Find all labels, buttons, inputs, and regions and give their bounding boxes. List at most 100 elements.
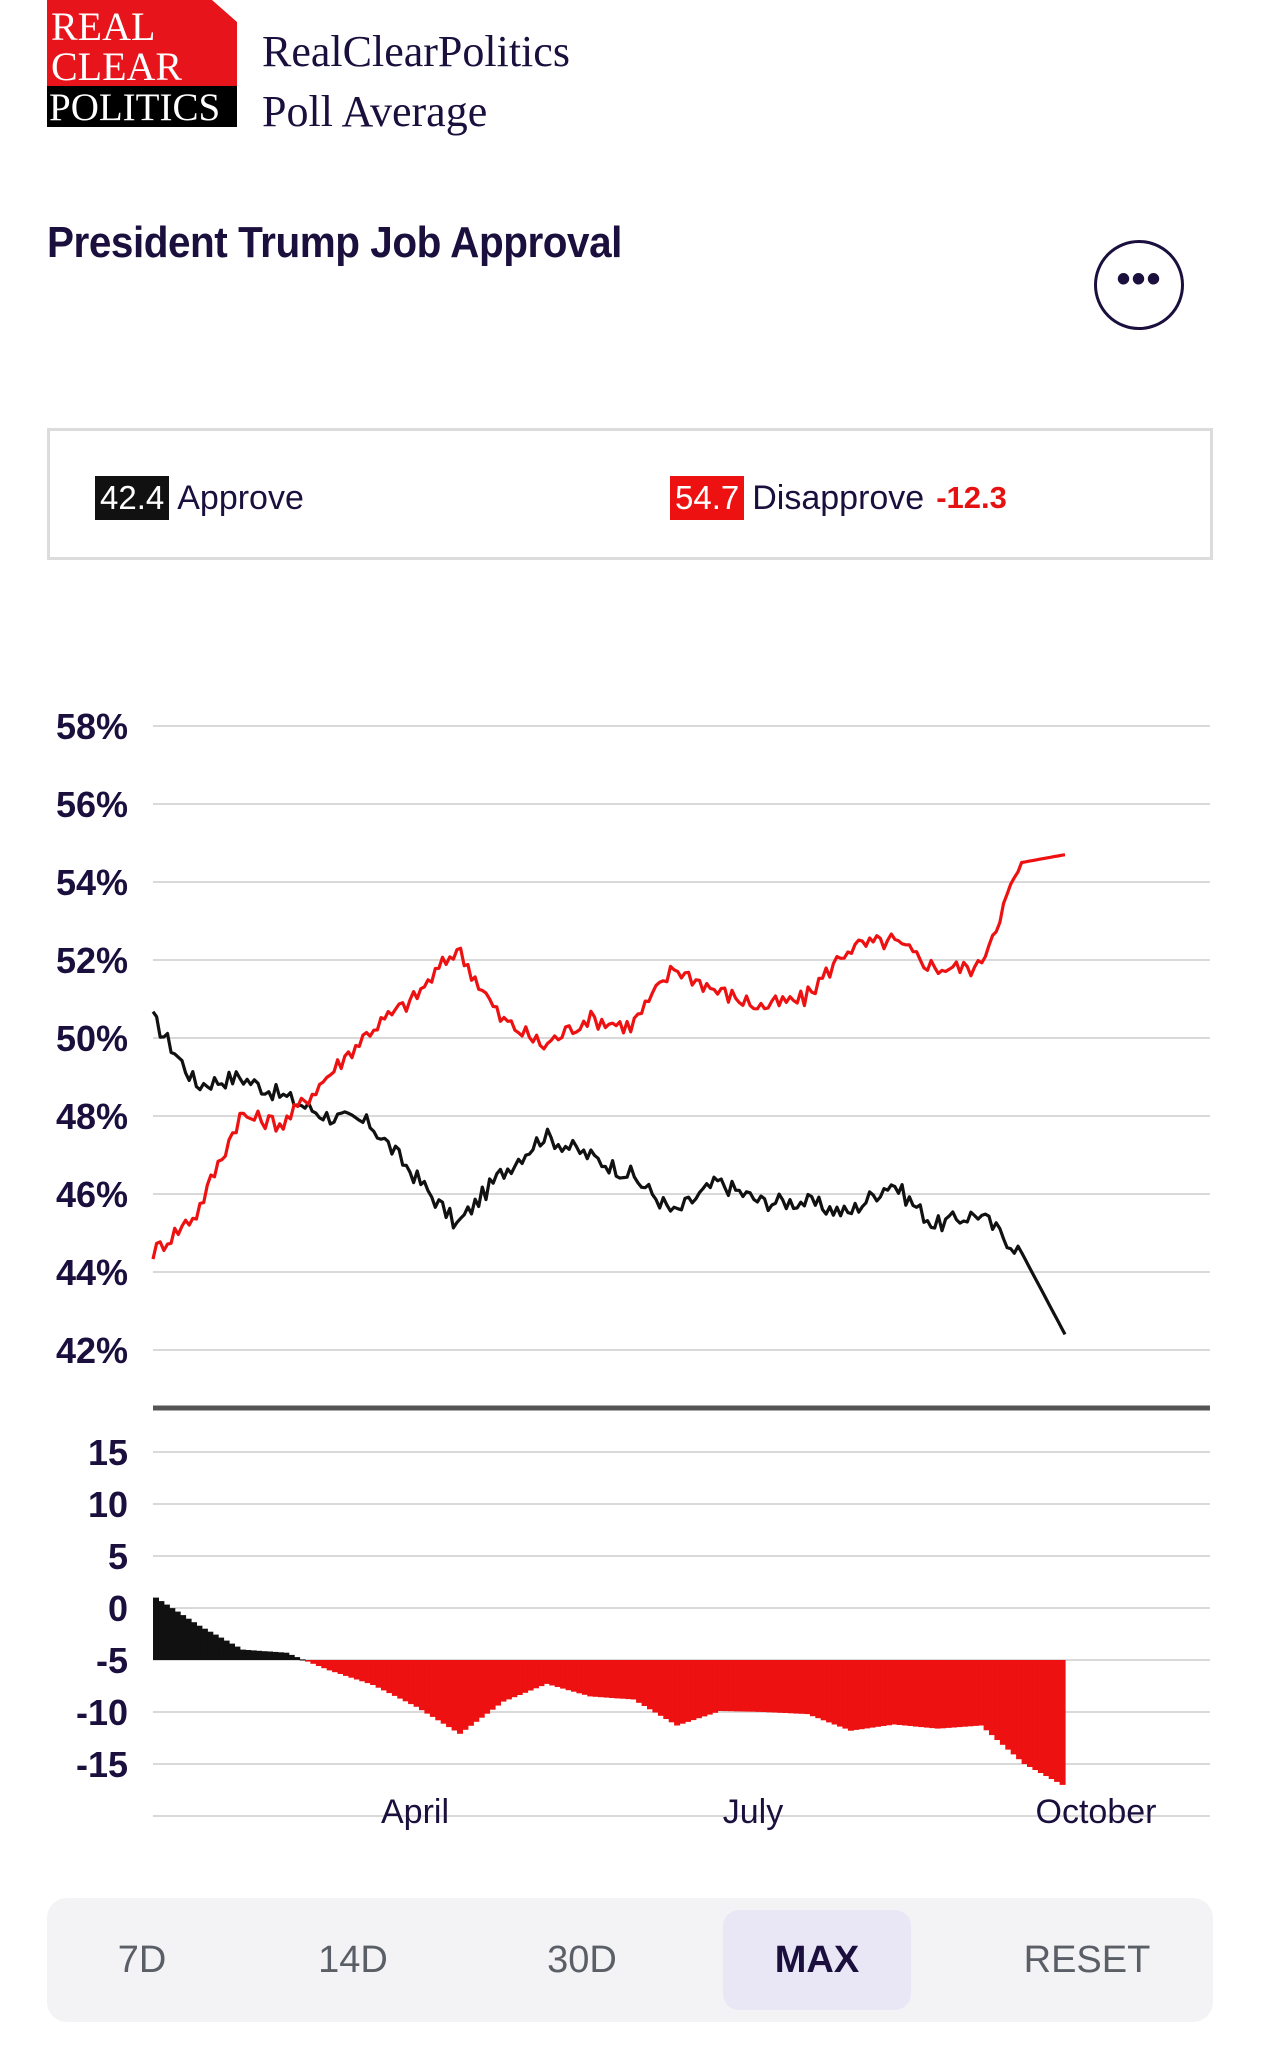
spread-bar: [983, 1660, 990, 1731]
spread-bar: [337, 1660, 344, 1674]
spread-bar: [695, 1660, 702, 1719]
spread-bar: [864, 1660, 871, 1729]
spread-bar: [923, 1660, 930, 1728]
spread-bar: [473, 1660, 480, 1722]
spread-bar: [576, 1660, 583, 1694]
spread-bar: [364, 1660, 371, 1684]
spread-bar: [1027, 1660, 1033, 1767]
range-7d-button[interactable]: 7D: [117, 1938, 167, 1981]
spread-bar: [592, 1660, 599, 1697]
spread-bar: [294, 1657, 301, 1660]
spread-bar: [397, 1660, 404, 1699]
spread-bar: [896, 1660, 903, 1725]
spread-bar: [201, 1628, 208, 1660]
rcp-logo[interactable]: REAL CLEAR POLITICS: [47, 0, 237, 127]
spread-bar: [153, 1597, 159, 1660]
spread-bar: [793, 1660, 800, 1714]
spread-bar: [858, 1660, 865, 1730]
more-options-button[interactable]: •••: [1094, 240, 1184, 330]
spread-bar: [685, 1660, 691, 1722]
spread-bar: [663, 1660, 670, 1719]
brand-name: RealClearPolitics Poll Average: [262, 22, 570, 142]
spread-bar: [478, 1660, 485, 1718]
spread-bar: [565, 1660, 572, 1691]
x-tick-label: October: [1036, 1793, 1157, 1831]
y-tick-label: 5: [108, 1536, 128, 1577]
spread-bar: [321, 1660, 328, 1669]
spread-bar: [277, 1652, 284, 1660]
range-30d-button[interactable]: 30D: [547, 1938, 617, 1981]
spread-bar: [598, 1660, 605, 1698]
spread-bar: [994, 1660, 1001, 1740]
spread-bar: [929, 1660, 936, 1729]
spread-value: -12.3: [936, 480, 1007, 515]
spread-bar: [1054, 1660, 1061, 1782]
spread-bar: [809, 1660, 816, 1717]
spread-bar: [679, 1660, 686, 1724]
spread-bar: [826, 1660, 833, 1723]
spread-bar: [1048, 1660, 1055, 1779]
spread-bar: [885, 1660, 892, 1726]
spread-bar: [961, 1660, 968, 1727]
spread-bar: [587, 1660, 594, 1697]
spread-bar: [625, 1660, 632, 1700]
spread-bar: [989, 1660, 995, 1736]
spread-bar: [744, 1660, 751, 1712]
spread-bar: [880, 1660, 887, 1726]
spread-bar: [603, 1660, 610, 1698]
spread-bar: [174, 1611, 181, 1660]
range-max-button[interactable]: MAX: [723, 1910, 911, 2010]
spread-bar: [1010, 1660, 1017, 1755]
spread-bar: [951, 1660, 957, 1728]
spread-bar: [212, 1634, 219, 1660]
range-14d-button[interactable]: 14D: [318, 1938, 388, 1981]
spread-bar: [755, 1660, 762, 1712]
brand-name-line1: RealClearPolitics: [262, 27, 570, 76]
range-selector: 7D 14D 30D MAX RESET: [47, 1898, 1213, 2022]
spread-bar: [185, 1618, 192, 1660]
spread-bar: [332, 1660, 339, 1673]
spread-bar: [158, 1601, 165, 1660]
spread-bar: [739, 1660, 746, 1712]
approval-chart[interactable]: 58% 56% 54% 52% 50% 48% 46% 44% 42% 15 10 5 0 -5 -10 -1…: [0, 690, 1264, 1840]
spread-bar: [771, 1660, 778, 1713]
spread-bar: [467, 1660, 474, 1726]
y-tick-label: 42%: [56, 1330, 128, 1371]
y-tick-label: 10: [88, 1484, 128, 1525]
spread-bar: [706, 1660, 713, 1715]
spread-bar: [913, 1660, 919, 1727]
spread-bar: [370, 1660, 377, 1685]
spread-bar: [641, 1660, 648, 1706]
spread-bar: [761, 1660, 767, 1712]
spread-bar: [516, 1660, 523, 1695]
spread-bar: [733, 1660, 740, 1712]
spread-bar: [429, 1660, 436, 1717]
y-tick-label: -15: [76, 1744, 128, 1785]
spread-bar: [820, 1660, 827, 1721]
spread-bar: [690, 1660, 697, 1721]
spread-bar: [581, 1660, 588, 1695]
spread-bar: [902, 1660, 909, 1726]
y-tick-label: 58%: [56, 706, 128, 747]
spread-bar: [299, 1659, 306, 1661]
spread-bar: [163, 1604, 170, 1660]
spread-bar: [229, 1643, 235, 1660]
legend-box: 42.4 Approve 54.7 Disapprove -12.3: [47, 428, 1213, 560]
spread-bar: [305, 1660, 311, 1662]
spread-bar: [999, 1660, 1006, 1745]
spread-bar: [788, 1660, 795, 1714]
spread-bar: [315, 1660, 322, 1666]
spread-bar: [180, 1615, 187, 1660]
spread-bar: [435, 1660, 442, 1721]
spread-bar: [267, 1651, 273, 1660]
spread-bar: [934, 1660, 941, 1729]
y-tick-label: 48%: [56, 1096, 128, 1137]
spread-bar: [831, 1660, 838, 1725]
spread-bar: [853, 1660, 860, 1730]
logo-line-3: POLITICS: [49, 86, 220, 127]
spread-bar: [256, 1650, 263, 1660]
spread-bar: [723, 1660, 729, 1712]
series-line-disapprove: [151, 853, 1066, 1260]
reset-button[interactable]: RESET: [1023, 1938, 1151, 1981]
spread-bar: [609, 1660, 615, 1698]
